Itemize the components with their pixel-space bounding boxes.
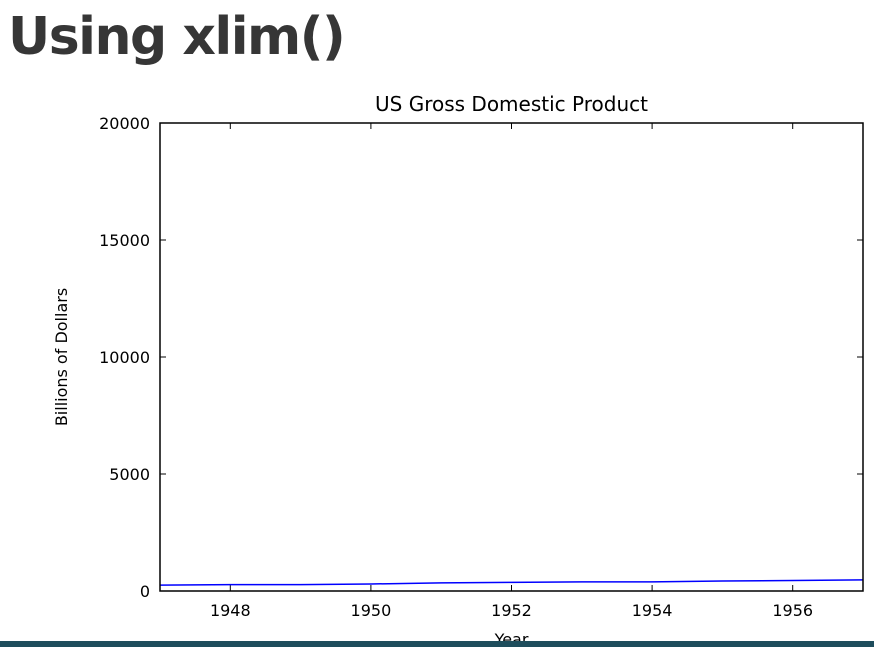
y-tick-label: 0: [140, 582, 150, 601]
x-tick-label: 1952: [491, 601, 532, 620]
y-tick-label: 10000: [99, 348, 150, 367]
y-tick-label: 20000: [99, 114, 150, 133]
y-axis-label: Billions of Dollars: [52, 288, 71, 426]
y-tick-label: 15000: [99, 231, 150, 250]
chart-title: US Gross Domestic Product: [375, 92, 648, 116]
x-tick-label: 1950: [351, 601, 392, 620]
slide-title: Using xlim(): [8, 7, 346, 67]
footer-bar: [0, 641, 874, 647]
x-tick-label: 1954: [632, 601, 673, 620]
x-tick-label: 1948: [210, 601, 251, 620]
y-tick-label: 5000: [109, 465, 150, 484]
gdp-series-line: [160, 579, 863, 586]
plot-frame: [159, 122, 864, 592]
x-tick-label: 1956: [772, 601, 813, 620]
